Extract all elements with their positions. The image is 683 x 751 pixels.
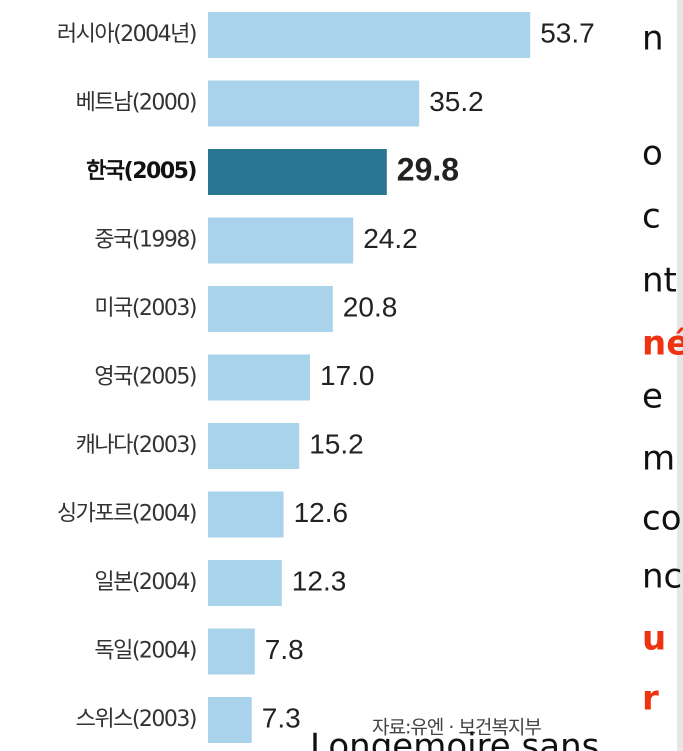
overlay-fragment: u [642,619,666,659]
category-label: 한국(2005) [86,159,196,184]
bar [208,217,354,264]
category-label: 중국(1998) [94,228,196,253]
bar [208,697,252,743]
bar [208,149,387,195]
overlay-fragment: co [642,499,682,539]
value-label: 17.0 [320,360,375,391]
page-edge [677,0,683,751]
value-label: 53.7 [540,17,595,48]
overlay-fragment: r [642,679,659,719]
category-label: 미국(2003) [94,296,196,321]
value-label: 7.3 [262,702,301,733]
bar [208,560,282,606]
overlay-fragment: o [642,134,663,174]
category-label: 독일(2004) [94,639,196,664]
overlay-fragment: e [642,377,663,417]
value-label: 20.8 [343,291,398,322]
source-note: 자료:유엔 · 보건복지부 [372,717,541,739]
category-label: 영국(2005) [94,365,196,390]
bar [208,423,300,469]
category-label: 싱가포르(2004) [57,502,196,527]
overlay-fragment: né [642,324,683,364]
value-label: 35.2 [429,86,484,117]
category-label: 스위스(2003) [76,707,196,732]
bar [208,354,310,401]
value-label: 12.6 [294,497,349,528]
bar [208,628,255,675]
overlay-fragment: nt [642,261,677,301]
value-label: 29.8 [397,151,459,187]
value-label: 7.8 [265,634,304,665]
overlay-fragment: n [642,19,664,59]
overlay-fragment: nc [642,557,682,597]
value-label: 24.2 [363,223,418,254]
overlay-fragment: Longemoire sans [310,727,599,751]
category-label: 캐나다(2003) [76,433,196,458]
bar [208,491,284,538]
category-label: 러시아(2004년) [57,22,196,47]
value-label: 15.2 [309,428,364,459]
bar [208,286,333,332]
overlay-fragment: c [642,197,661,237]
category-label: 베트남(2000) [76,91,196,116]
value-label: 12.3 [292,565,347,596]
category-label: 일본(2004) [94,570,196,595]
bar [208,80,420,127]
overlay-fragment: m [642,439,675,479]
bar [208,12,531,58]
